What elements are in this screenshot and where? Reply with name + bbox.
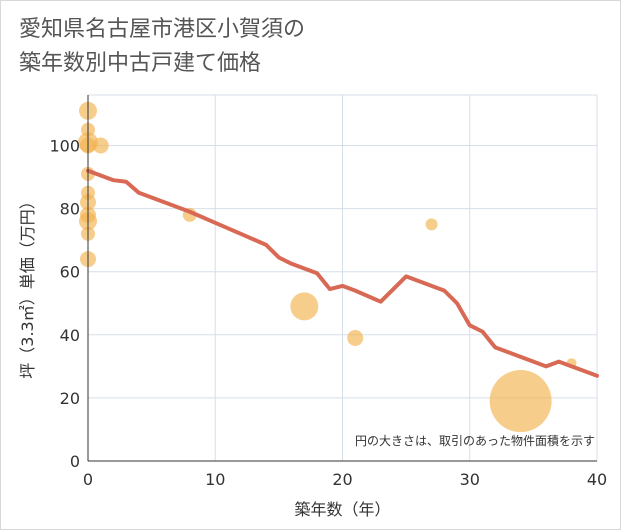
y-tick-label: 20 bbox=[60, 389, 80, 408]
size-legend-note: 円の大きさは、取引のあった物件面積を示す bbox=[355, 433, 595, 448]
data-bubble bbox=[489, 370, 552, 433]
x-tick-label: 30 bbox=[460, 470, 480, 489]
data-bubble bbox=[425, 218, 438, 231]
y-axis-label: 坪（3.3㎡）単価（万円） bbox=[18, 193, 37, 378]
trend-series bbox=[86, 168, 599, 378]
chart-title: 愛知県名古屋市港区小賀須の 築年数別中古戸建て価格 bbox=[19, 13, 305, 81]
axes: 0 10 20 30 40 0 20 40 60 80 100 bbox=[49, 95, 607, 489]
x-tick-label: 10 bbox=[205, 470, 225, 489]
x-tick-label: 0 bbox=[83, 470, 93, 489]
y-tick-label: 40 bbox=[60, 326, 80, 345]
bubble-series bbox=[78, 101, 577, 433]
data-bubble bbox=[347, 329, 364, 346]
y-tick-label: 100 bbox=[49, 136, 80, 155]
y-tick-label: 60 bbox=[60, 263, 80, 282]
data-bubble bbox=[290, 292, 319, 321]
y-tick-label: 0 bbox=[70, 452, 80, 471]
chart-title-line-1: 愛知県名古屋市港区小賀須の bbox=[19, 17, 306, 42]
x-axis-label: 築年数（年） bbox=[294, 500, 390, 519]
x-tick-label: 40 bbox=[587, 470, 607, 489]
y-tick-label: 80 bbox=[60, 200, 80, 219]
x-tick-label: 20 bbox=[332, 470, 352, 489]
data-bubble bbox=[92, 137, 109, 154]
chart-title-line-2: 築年数別中古戸建て価格 bbox=[19, 51, 262, 76]
trend-line bbox=[86, 168, 599, 378]
